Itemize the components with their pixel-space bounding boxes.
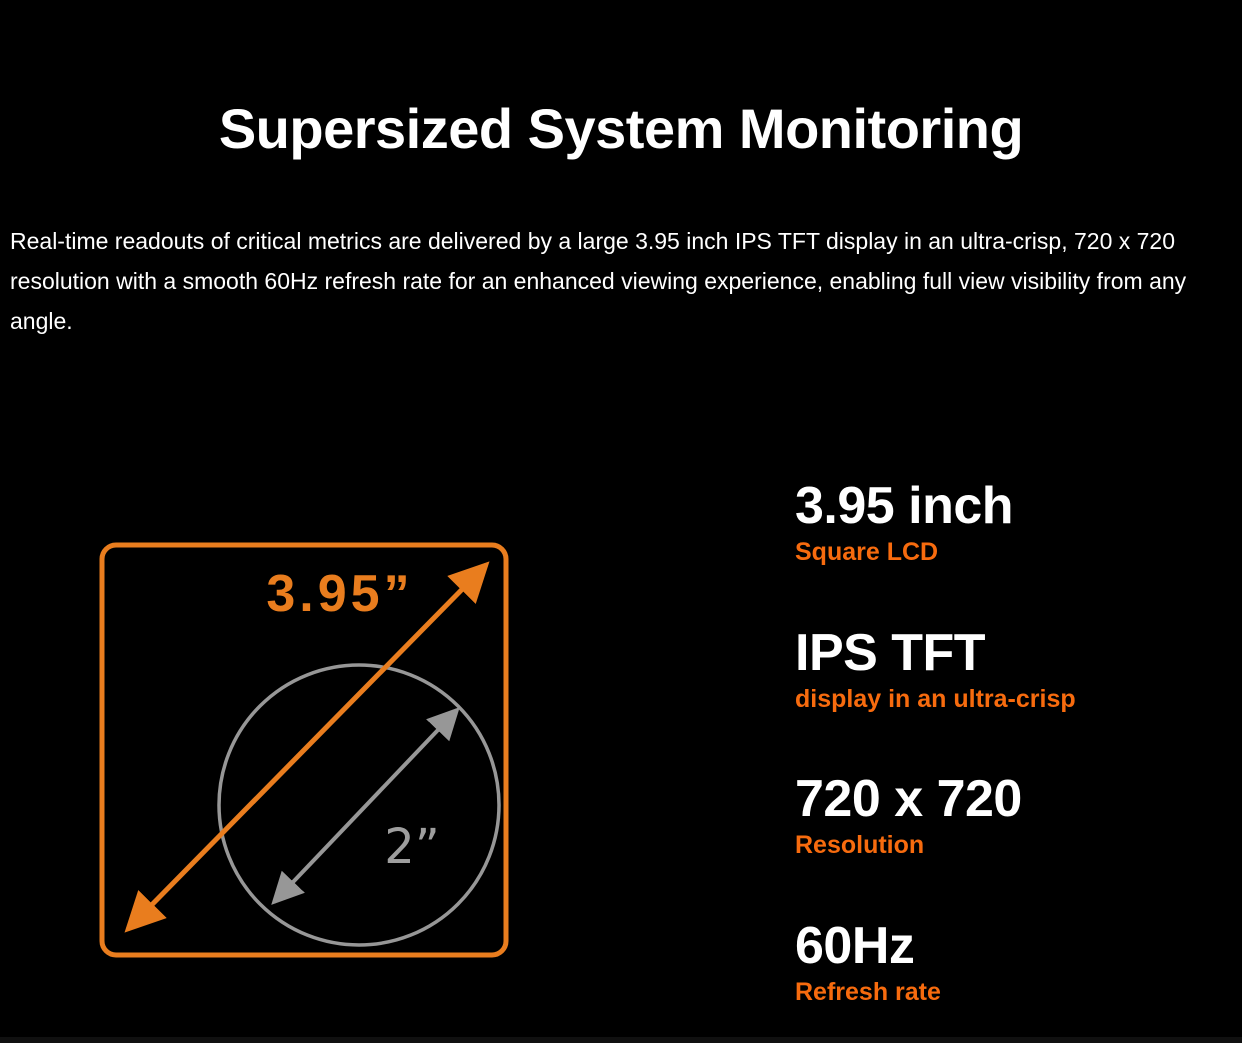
spec-list: 3.95 inch Square LCD IPS TFT display in … (795, 477, 1076, 1043)
square-diagonal-label: 3.95” (266, 565, 413, 623)
spec-item-panel: IPS TFT display in an ultra-crisp (795, 623, 1076, 714)
spec-value-size: 3.95 inch (795, 477, 1014, 535)
square-screen-outline (99, 542, 509, 958)
spec-label-size: Square LCD (795, 538, 939, 567)
spec-label-refresh: Refresh rate (795, 977, 941, 1006)
spec-value-resolution: 720 x 720 (795, 770, 1022, 829)
circle-diameter-arrow (271, 707, 460, 905)
section-description: Real-time readouts of critical metrics a… (10, 228, 1187, 334)
circle-diameter-label: 2” (384, 819, 439, 875)
spec-label-panel: display in an ultra-crisp (795, 684, 1076, 713)
spec-item-refresh: 60Hz Refresh rate (795, 916, 1076, 1007)
bottom-edge-strip (0, 1037, 1242, 1043)
spec-value-refresh: 60Hz (795, 916, 915, 975)
spec-value-panel: IPS TFT (795, 623, 986, 682)
page-title: Supersized System Monitoring (218, 97, 1024, 160)
round-screen-outline (217, 663, 501, 947)
spec-item-size: 3.95 inch Square LCD (795, 477, 1076, 567)
spec-item-resolution: 720 x 720 Resolution (795, 772, 1076, 860)
spec-label-resolution: Resolution (795, 831, 925, 860)
screen-size-diagram: 3.95” 2” (98, 541, 512, 961)
